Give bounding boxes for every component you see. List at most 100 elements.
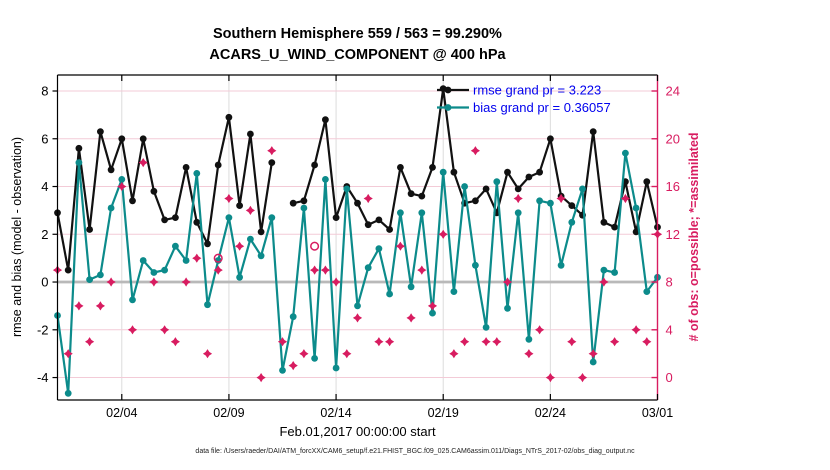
bias-marker <box>247 235 254 243</box>
rmse-marker <box>364 221 372 229</box>
bias-marker <box>622 149 629 157</box>
y-tick-label-right: 4 <box>666 322 673 337</box>
bias-marker <box>589 358 597 366</box>
obs-assimilated-marker <box>610 337 620 347</box>
bias-marker <box>97 271 104 279</box>
obs-assimilated-marker <box>513 193 523 204</box>
bias-marker <box>493 178 501 186</box>
rmse-marker <box>322 116 329 124</box>
rmse-marker <box>75 144 83 152</box>
legend-rmse-sample-marker <box>444 86 452 94</box>
obs-assimilated-marker <box>481 337 491 347</box>
rmse-marker <box>600 218 608 226</box>
bias-marker <box>107 204 115 212</box>
bias-marker <box>322 176 329 183</box>
obs-assimilated-marker <box>288 361 298 371</box>
data-file-caption: data file: /Users/raeder/DAI/ATM_forcXX/… <box>195 448 635 455</box>
rmse-marker <box>632 228 640 236</box>
bias-marker <box>182 257 190 264</box>
rmse-marker <box>247 130 254 138</box>
bias-marker <box>514 209 522 217</box>
x-axis-label: Feb.01,2017 00:00:00 start <box>279 424 436 439</box>
obs-assimilated-marker <box>449 349 459 359</box>
y-axis-label-right: # of obs: o=possible; *=assimilated <box>687 132 701 342</box>
rmse-marker <box>643 178 651 186</box>
bias-marker <box>279 367 286 374</box>
obs-assimilated-marker <box>502 277 513 287</box>
obs-assimilated-marker <box>95 301 105 311</box>
obs-assimilated-marker <box>117 181 127 192</box>
obs-assimilated-marker <box>395 241 405 251</box>
obs-assimilated-marker <box>352 313 363 323</box>
obs-assimilated-marker <box>74 301 84 311</box>
rmse-marker <box>257 228 265 236</box>
bias-marker <box>75 159 83 167</box>
y-tick-label-right: 16 <box>666 179 680 194</box>
bias-marker <box>579 185 586 193</box>
obs-assimilated-marker <box>331 277 341 287</box>
rmse-marker <box>289 199 297 207</box>
obs-assimilated-marker <box>310 265 320 275</box>
rmse-marker <box>354 199 361 207</box>
obs-assimilated-marker <box>535 325 545 335</box>
obs-assimilated-marker <box>524 349 534 359</box>
bias-marker <box>429 309 436 317</box>
bias-marker <box>375 245 383 253</box>
rmse-marker <box>397 164 404 171</box>
bias-marker <box>86 276 93 283</box>
obs-assimilated-marker <box>460 337 470 347</box>
obs-assimilated-marker <box>577 373 588 383</box>
bias-marker <box>150 269 158 276</box>
y-axis-label-left: rmse and bias (model - observation) <box>10 136 24 338</box>
obs-assimilated-marker <box>256 373 266 383</box>
y-tick-label-left: -2 <box>37 322 49 337</box>
rmse-marker <box>97 128 104 136</box>
rmse-marker <box>161 216 169 224</box>
y-tick-label-right: 8 <box>666 275 673 290</box>
bias-marker <box>354 302 361 310</box>
y-tick-label-left: 0 <box>41 275 48 290</box>
obs-assimilated-marker <box>192 253 202 263</box>
obs-assimilated-marker <box>320 265 330 275</box>
legend-rmse-label: rmse grand pr = 3.223 <box>473 83 601 98</box>
bias-marker <box>536 197 543 205</box>
obs-assimilated-marker <box>63 349 73 359</box>
rmse-marker <box>204 240 211 248</box>
obs-assimilated-marker <box>160 325 170 335</box>
figure-title: Southern Hemisphere 559 / 563 = 99.290% … <box>0 24 715 66</box>
x-tick-label: 02/19 <box>428 406 459 420</box>
legend-bias-label: bias grand pr = 0.36057 <box>473 100 611 115</box>
bias-marker <box>386 290 393 298</box>
title-line1: Southern Hemisphere 559 / 563 = 99.290% <box>213 26 502 42</box>
x-tick-label: 02/24 <box>535 406 566 420</box>
obs-assimilated-marker <box>545 373 555 383</box>
rmse-marker <box>214 161 222 169</box>
obs-assimilated-marker <box>149 277 159 287</box>
bias-marker <box>472 261 479 269</box>
rmse-marker <box>547 135 554 143</box>
obs-assimilated-marker <box>342 349 352 359</box>
obs-assimilated-marker <box>567 337 577 347</box>
obs-assimilated-marker <box>277 337 288 347</box>
obs-assimilated-marker <box>470 146 480 156</box>
rmse-marker <box>182 164 190 171</box>
obs-assimilated-marker <box>599 277 609 287</box>
rmse-marker <box>482 185 490 193</box>
obs-assimilated-marker <box>213 265 223 275</box>
y-tick-label-left: 6 <box>41 131 48 146</box>
bias-marker <box>129 296 136 304</box>
bias-marker <box>439 168 447 176</box>
bias-marker <box>193 170 201 177</box>
bias-marker <box>300 204 308 212</box>
obs-assimilated-marker <box>374 337 384 347</box>
obs-assimilated-marker <box>588 349 598 359</box>
bias-line <box>56 152 659 395</box>
bias-marker <box>557 261 565 269</box>
bias-marker <box>172 242 179 250</box>
obs-possible-marker <box>310 241 320 251</box>
bias-marker <box>397 209 404 217</box>
rmse-marker <box>418 192 426 200</box>
rmse-marker <box>429 164 436 171</box>
obs-assimilated-marker <box>106 277 116 287</box>
